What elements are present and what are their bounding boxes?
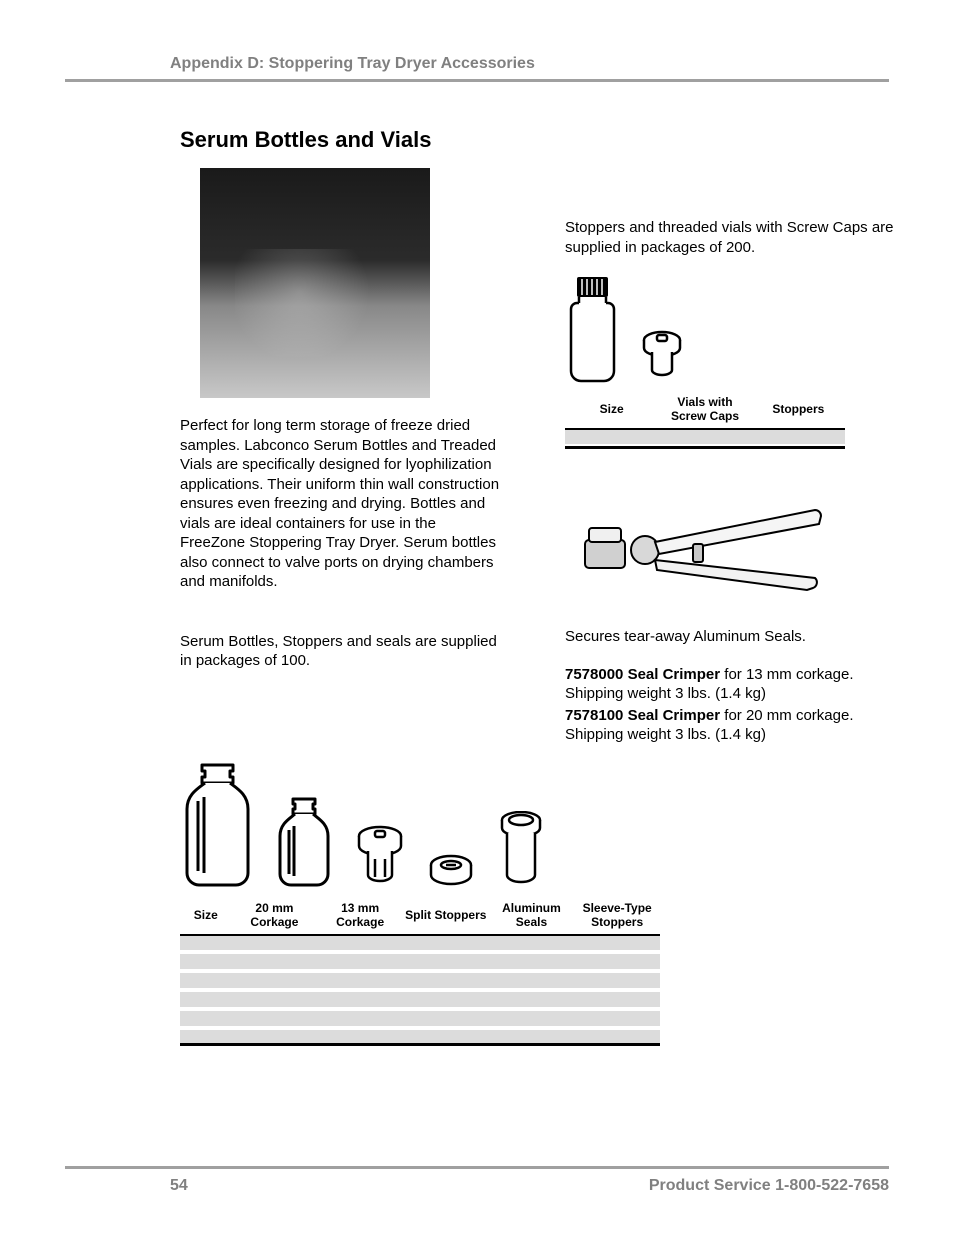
crimper-caption: Secures tear-away Aluminum Seals. — [565, 627, 905, 647]
page-number: 54 — [170, 1177, 188, 1195]
th-alum: Aluminum Seals — [489, 897, 575, 935]
th-20mm: 20 mm Corkage — [232, 897, 318, 935]
sleeve-stopper-icon — [494, 811, 549, 891]
th-size: Size — [180, 897, 232, 935]
crimper1-bold: 7578000 Seal Crimper — [565, 666, 720, 683]
bottle-13mm-icon — [273, 796, 335, 891]
vials-stoppers-table: Size Vials with Screw Caps Stoppers — [565, 391, 845, 449]
section-title: Serum Bottles and Vials — [180, 127, 889, 153]
th-13mm: 13 mm Corkage — [317, 897, 403, 935]
crimper2-bold: 7578100 Seal Crimper — [565, 707, 720, 724]
left-paragraph-2: Serum Bottles, Stoppers and seals are su… — [180, 632, 500, 671]
bottle-diagram-row — [180, 761, 670, 891]
stopper-icon — [640, 330, 685, 385]
th-size: Size — [565, 391, 658, 429]
split-stopper-icon — [353, 825, 408, 891]
crimper-line-1: 7578000 Seal Crimper for 13 mm corkage. … — [565, 665, 905, 704]
aluminum-seal-icon — [426, 853, 476, 891]
seal-crimper-diagram — [565, 465, 845, 615]
product-service: Product Service 1-800-522-7658 — [649, 1177, 889, 1195]
right-paragraph-1: Stoppers and threaded vials with Screw C… — [565, 218, 905, 257]
serum-bottles-table: Size 20 mm Corkage 13 mm Corkage Split S… — [180, 897, 660, 1046]
footer-rule — [65, 1166, 889, 1169]
product-photo — [200, 168, 430, 398]
th-split: Split Stoppers — [403, 897, 489, 935]
crimper-line-2: 7578100 Seal Crimper for 20 mm corkage. … — [565, 706, 905, 745]
th-vials: Vials with Screw Caps — [658, 391, 751, 429]
left-paragraph-1: Perfect for long term storage of freeze … — [180, 416, 500, 592]
page-footer: 54 Product Service 1-800-522-7658 — [65, 1166, 889, 1195]
vial-stopper-diagram — [565, 275, 905, 385]
page-header: Appendix D: Stoppering Tray Dryer Access… — [170, 55, 889, 73]
header-rule — [65, 79, 889, 82]
th-stoppers: Stoppers — [752, 391, 845, 429]
right-column: Stoppers and threaded vials with Screw C… — [565, 168, 905, 763]
th-sleeve: Sleeve-Type Stoppers — [574, 897, 660, 935]
left-column: Perfect for long term storage of freeze … — [180, 168, 500, 763]
screw-cap-vial-icon — [565, 275, 620, 385]
bottle-20mm-icon — [180, 761, 255, 891]
content-columns: Perfect for long term storage of freeze … — [180, 168, 889, 763]
bottom-block: Size 20 mm Corkage 13 mm Corkage Split S… — [180, 761, 670, 1046]
